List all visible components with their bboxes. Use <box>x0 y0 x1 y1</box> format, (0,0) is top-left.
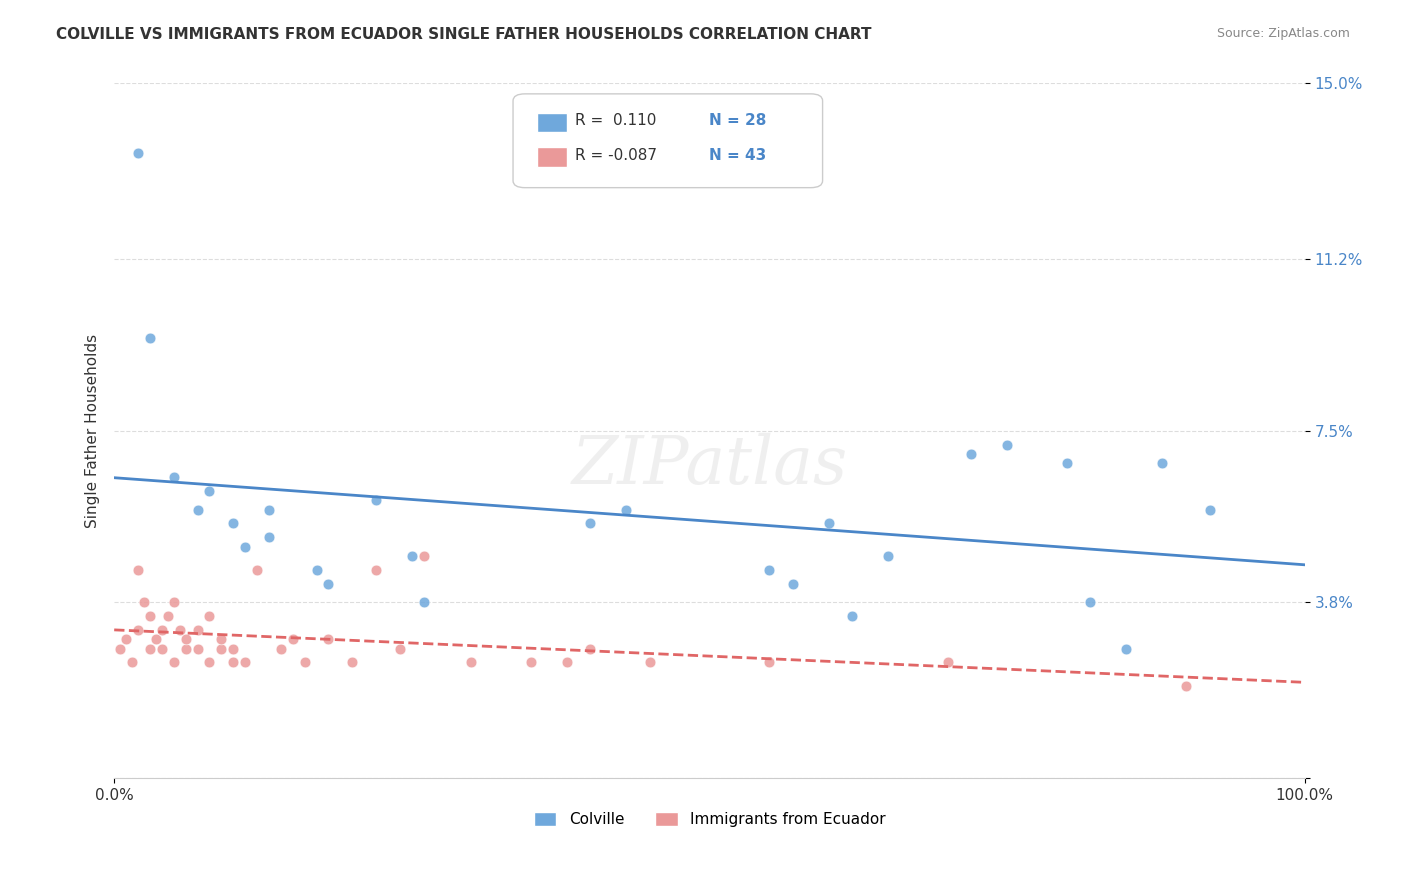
Point <box>638 656 661 670</box>
Point <box>163 656 186 670</box>
FancyBboxPatch shape <box>537 147 567 167</box>
Point <box>198 656 221 670</box>
Point <box>366 563 388 577</box>
Point <box>318 576 340 591</box>
Point <box>318 632 340 647</box>
Point <box>257 502 280 516</box>
Point <box>412 549 434 563</box>
Point <box>108 641 131 656</box>
Point <box>1174 679 1197 693</box>
Point <box>960 447 983 461</box>
Point <box>127 623 149 637</box>
Point <box>156 609 179 624</box>
Point <box>233 656 256 670</box>
Point <box>366 493 388 508</box>
Point <box>401 549 423 563</box>
Point <box>198 609 221 624</box>
Point <box>555 656 578 670</box>
Point <box>222 656 245 670</box>
Point <box>139 609 162 624</box>
Point <box>412 595 434 609</box>
FancyBboxPatch shape <box>513 94 823 187</box>
Point <box>127 563 149 577</box>
Point <box>139 331 162 345</box>
Text: N = 28: N = 28 <box>710 112 766 128</box>
Text: N = 43: N = 43 <box>710 147 766 162</box>
Text: R = -0.087: R = -0.087 <box>575 147 657 162</box>
Point <box>169 623 191 637</box>
Point <box>150 641 173 656</box>
Point <box>257 530 280 544</box>
Point <box>281 632 304 647</box>
Point <box>139 641 162 656</box>
Point <box>186 641 208 656</box>
Point <box>1198 502 1220 516</box>
Text: COLVILLE VS IMMIGRANTS FROM ECUADOR SINGLE FATHER HOUSEHOLDS CORRELATION CHART: COLVILLE VS IMMIGRANTS FROM ECUADOR SING… <box>56 27 872 42</box>
Text: Source: ZipAtlas.com: Source: ZipAtlas.com <box>1216 27 1350 40</box>
Point <box>209 632 232 647</box>
Point <box>1080 595 1102 609</box>
Legend: Colville, Immigrants from Ecuador: Colville, Immigrants from Ecuador <box>527 805 891 833</box>
Point <box>758 656 780 670</box>
Y-axis label: Single Father Households: Single Father Households <box>86 334 100 528</box>
Point <box>132 595 155 609</box>
Point <box>388 641 411 656</box>
Point <box>1115 641 1137 656</box>
Point <box>198 484 221 499</box>
Point <box>174 641 197 656</box>
Point <box>342 656 364 670</box>
Text: ZIPatlas: ZIPatlas <box>571 433 848 499</box>
Point <box>163 470 186 484</box>
Point <box>758 563 780 577</box>
Point <box>150 623 173 637</box>
Point <box>115 632 138 647</box>
FancyBboxPatch shape <box>537 112 567 132</box>
Point <box>520 656 543 670</box>
Point <box>270 641 292 656</box>
Point <box>246 563 269 577</box>
Point <box>579 516 602 531</box>
Point <box>222 516 245 531</box>
Point <box>841 609 863 624</box>
Point <box>294 656 316 670</box>
Point <box>186 623 208 637</box>
Point <box>579 641 602 656</box>
Point <box>163 595 186 609</box>
Point <box>174 632 197 647</box>
Point <box>233 540 256 554</box>
Point <box>145 632 167 647</box>
Point <box>305 563 328 577</box>
Point <box>877 549 900 563</box>
Point <box>782 576 804 591</box>
Point <box>614 502 637 516</box>
Text: R =  0.110: R = 0.110 <box>575 112 657 128</box>
Point <box>995 438 1018 452</box>
Point <box>209 641 232 656</box>
Point <box>1150 456 1173 470</box>
Point <box>1056 456 1078 470</box>
Point <box>222 641 245 656</box>
Point <box>127 145 149 160</box>
Point <box>186 502 208 516</box>
Point <box>817 516 839 531</box>
Point <box>460 656 482 670</box>
Point <box>936 656 959 670</box>
Point <box>121 656 143 670</box>
